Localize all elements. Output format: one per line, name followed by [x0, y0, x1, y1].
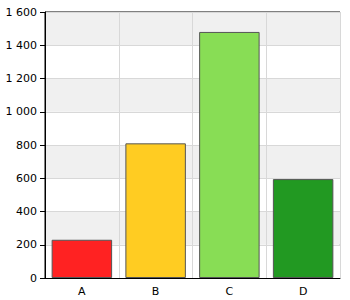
svg-text:C: C: [226, 285, 234, 298]
svg-text:A: A: [78, 285, 86, 298]
svg-text:0: 0: [30, 272, 37, 285]
svg-text:800: 800: [16, 139, 37, 152]
svg-text:1 600: 1 600: [6, 6, 38, 19]
svg-text:200: 200: [16, 238, 37, 251]
svg-text:1 200: 1 200: [6, 72, 38, 85]
svg-text:D: D: [299, 285, 307, 298]
svg-text:600: 600: [16, 172, 37, 185]
svg-text:400: 400: [16, 205, 37, 218]
svg-text:B: B: [152, 285, 160, 298]
svg-text:1 000: 1 000: [6, 105, 38, 118]
svg-text:1 400: 1 400: [6, 39, 38, 52]
